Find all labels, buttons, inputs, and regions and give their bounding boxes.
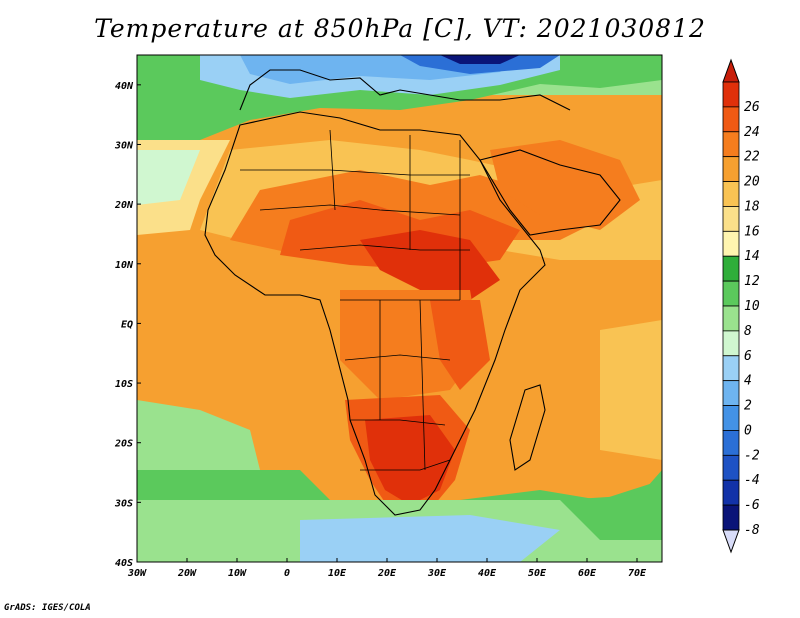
colorbar-level-label: 12 xyxy=(744,274,760,289)
colorbar-swatch xyxy=(722,504,740,531)
longitude-axis: 30W 20W 10W 0 10E 20E 30E 40E 50E 60E 70E xyxy=(127,558,647,579)
colorbar-level-label: 6 xyxy=(744,349,752,364)
colorbar-level-label: 2 xyxy=(744,399,752,414)
colorbar-over-arrow xyxy=(722,58,740,83)
colorbar-level-label: 24 xyxy=(744,125,760,140)
temperature-field xyxy=(137,55,662,562)
lon-tick-label: 20W xyxy=(177,568,197,579)
colorbar-level-label: 8 xyxy=(744,324,752,339)
lat-tick-label: 20S xyxy=(114,439,133,450)
colorbar-level-label: 10 xyxy=(744,299,760,314)
colorbar-swatch xyxy=(722,305,740,332)
colorbar-level-label: -8 xyxy=(744,523,760,538)
colorbar-level-label: -4 xyxy=(744,473,760,488)
colorbar-swatch xyxy=(722,81,740,108)
colorbar-level-label: 26 xyxy=(744,100,760,115)
arabia-coastline xyxy=(479,149,621,236)
lon-tick-label: 70E xyxy=(628,568,647,579)
colorbar-swatch xyxy=(722,255,740,282)
colorbar-level-label: 4 xyxy=(744,374,752,389)
lat-tick-label: 30S xyxy=(114,498,133,509)
lat-tick-label: 40N xyxy=(115,81,134,92)
lon-tick-label: 10W xyxy=(228,568,247,579)
colorbar-swatch xyxy=(722,330,740,357)
colorbar-swatch xyxy=(722,230,740,257)
colorbar-swatch xyxy=(722,479,740,506)
colorbar-swatch xyxy=(722,106,740,133)
colorbar-level-label: 14 xyxy=(744,249,760,264)
lon-tick-label: 20E xyxy=(377,568,397,579)
europe-coastline xyxy=(239,69,571,111)
colorbar-swatch xyxy=(722,181,740,207)
colorbar-swatch xyxy=(722,355,740,382)
latitude-axis: 40N 30N 20N 10N EQ 10S 20S 30S 40S xyxy=(114,81,141,569)
lon-tick-label: 10E xyxy=(328,568,347,579)
colorbar-level-label: -6 xyxy=(744,498,760,513)
colorbar-swatch xyxy=(722,380,740,406)
colorbar-level-label: -2 xyxy=(744,448,760,463)
colorbar-level-label: 16 xyxy=(744,224,760,239)
colorbar-swatch xyxy=(722,206,740,232)
lon-tick-label: 40E xyxy=(478,568,497,579)
lon-tick-label: 0 xyxy=(284,568,290,579)
lon-tick-label: 30W xyxy=(127,568,147,579)
lat-tick-label: 30N xyxy=(114,140,134,151)
lat-tick-label: 40S xyxy=(115,558,133,569)
lon-tick-label: 30E xyxy=(427,568,447,579)
colorbar-swatch xyxy=(722,280,740,307)
colorbar-level-label: 20 xyxy=(744,175,760,190)
country-borders xyxy=(240,129,470,471)
africa-coastline xyxy=(204,111,546,516)
lat-tick-label: EQ xyxy=(121,319,133,330)
colorbar-swatch xyxy=(722,454,740,481)
map-frame xyxy=(136,54,663,563)
colorbar-swatch xyxy=(722,430,740,456)
lon-tick-label: 60E xyxy=(578,568,597,579)
lon-tick-label: 50E xyxy=(528,568,547,579)
footer-credit: GrADS: IGES/COLA xyxy=(4,603,91,613)
colorbar-swatch xyxy=(722,131,740,158)
colorbar-under-arrow xyxy=(722,529,740,554)
colorbar-level-label: 0 xyxy=(744,423,752,438)
lat-tick-label: 10N xyxy=(115,260,134,271)
lat-tick-label: 10S xyxy=(115,379,133,390)
madagascar-outline xyxy=(509,384,546,471)
colorbar-level-label: 18 xyxy=(744,199,760,214)
colorbar-swatch xyxy=(722,405,740,431)
colorbar-level-label: 22 xyxy=(744,150,760,165)
colorbar-swatch xyxy=(722,156,740,182)
lat-tick-label: 20N xyxy=(114,200,134,211)
chart-title: Temperature at 850hPa [C], VT: 202103081… xyxy=(94,14,706,43)
